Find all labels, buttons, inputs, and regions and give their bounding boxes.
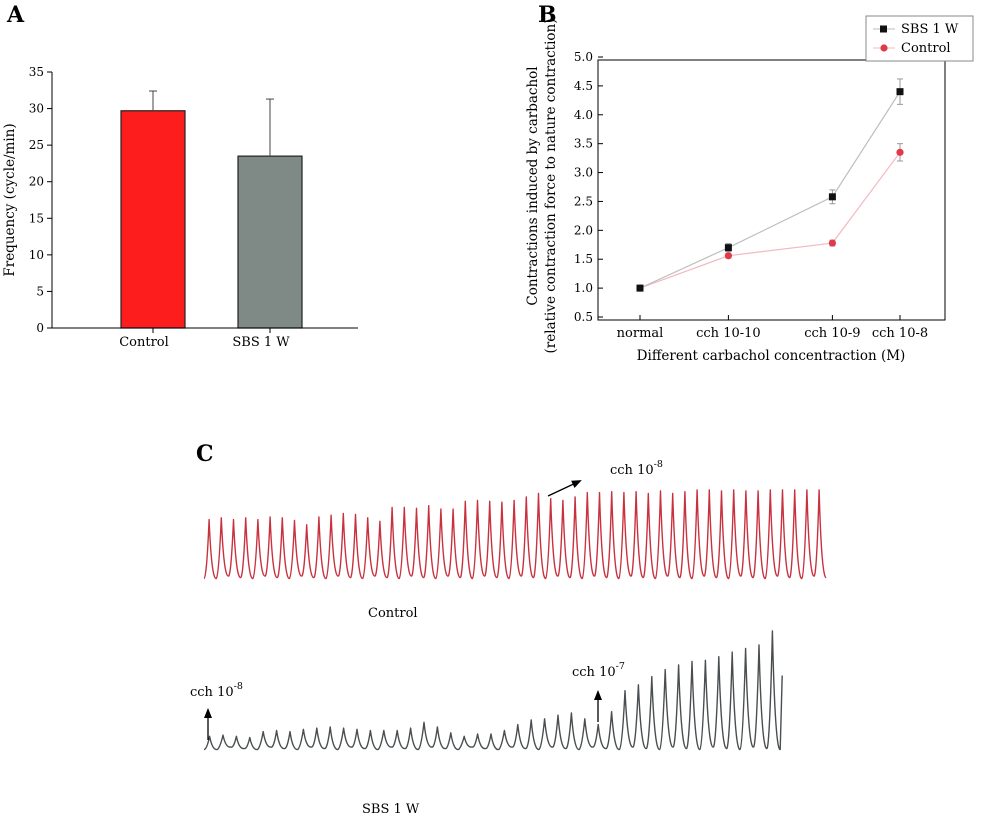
legend-circle-marker-icon bbox=[880, 44, 888, 52]
panel-b-y-tick-label: 4.0 bbox=[574, 108, 593, 122]
legend-label-sbs: SBS 1 W bbox=[901, 22, 959, 37]
panel-b-square-point bbox=[636, 284, 644, 292]
panel-b-y-ticks: 0.5 1.0 1.5 2.0 2.5 3.0 3.5 4.0 4.5 5.0 bbox=[574, 50, 603, 324]
panel-b-letter: B bbox=[538, 2, 557, 28]
control-trace-label: Control bbox=[368, 606, 418, 621]
sbs-right-annotation: cch 10-7 bbox=[572, 661, 625, 680]
panel-b-square-point bbox=[724, 244, 732, 252]
panel-a-y-axis-title: Frequency (cycle/min) bbox=[2, 123, 18, 276]
panel-b-y-axis-title-line1: Contractions induced by carbachol bbox=[525, 66, 541, 305]
panel-a-y-tick-label: 25 bbox=[29, 138, 44, 152]
sbs-left-annotation: cch 10-8 bbox=[190, 681, 243, 700]
panel-b-x-axis-title: Different carbachol concentraction (M) bbox=[637, 348, 906, 364]
panel-b-x-tick-label: normal bbox=[617, 326, 664, 341]
panel-b-y-tick-label: 3.5 bbox=[574, 137, 593, 151]
panel-b-square-point bbox=[828, 193, 836, 201]
control-trace bbox=[203, 489, 827, 580]
panel-b-y-tick-label: 1.0 bbox=[574, 281, 593, 295]
panel-b-y-tick-label: 3.0 bbox=[574, 166, 593, 180]
panel-a-y-tick-label: 20 bbox=[29, 175, 44, 189]
panel-b-circle-point bbox=[896, 148, 904, 156]
panel-b-y-tick-label: 1.5 bbox=[574, 252, 593, 266]
panel-c-traces: C cch 10-8 Control cch 10-8 cch 10-7 SBS… bbox=[190, 441, 827, 817]
panel-a-y-tick-label: 30 bbox=[29, 102, 44, 116]
panel-b-circle-point bbox=[724, 252, 733, 260]
panel-b-square-point bbox=[896, 88, 904, 96]
panel-c-letter: C bbox=[196, 441, 214, 467]
panel-b-series-line bbox=[639, 151, 901, 289]
panel-b-x-tick-label: cch 10-9 bbox=[804, 326, 860, 341]
panel-b-x-ticks: normal cch 10-10 cch 10-9 cch 10-8 bbox=[617, 315, 928, 341]
panel-a-x-label: SBS 1 W bbox=[232, 335, 290, 350]
panel-b-y-tick-label: 2.5 bbox=[574, 194, 593, 208]
panel-a-y-ticks: 0 5 10 15 20 25 30 35 bbox=[29, 65, 52, 335]
panel-b-line-chart: B 0.5 1.0 1.5 2.0 2.5 3.0 3.5 4.0 4.5 5.0 normal c… bbox=[525, 2, 974, 364]
panel-b-x-tick-label: cch 10-8 bbox=[872, 326, 928, 341]
panel-b-y-tick-label: 0.5 bbox=[574, 310, 593, 324]
panel-a-y-tick-label: 0 bbox=[36, 321, 44, 335]
panel-a-error-bars bbox=[149, 90, 274, 157]
panel-b-circle-point bbox=[828, 239, 837, 247]
panel-a-letter: A bbox=[6, 2, 25, 28]
panel-b-plot-frame bbox=[597, 59, 946, 321]
control-annotation: cch 10-8 bbox=[610, 459, 663, 478]
legend-label-control: Control bbox=[901, 41, 951, 56]
sbs-trace-label: SBS 1 W bbox=[362, 802, 420, 817]
panel-a-y-tick-label: 15 bbox=[29, 211, 44, 225]
panel-a-bar bbox=[237, 155, 303, 329]
panel-b-legend: SBS 1 W Control bbox=[865, 15, 974, 62]
panel-a-y-tick-label: 5 bbox=[36, 284, 44, 298]
panel-a-y-tick-label: 10 bbox=[29, 248, 44, 262]
legend-frame bbox=[865, 15, 974, 62]
sbs-trace bbox=[203, 630, 783, 751]
panel-a-x-label: Control bbox=[119, 335, 169, 350]
panel-b-y-tick-label: 4.5 bbox=[574, 79, 593, 93]
panel-b-series-line bbox=[639, 91, 901, 289]
panel-a-bar-chart: A 0 5 10 15 20 25 30 35 Control SBS 1 W Frequenc… bbox=[2, 2, 358, 350]
panel-a-bar bbox=[120, 110, 186, 329]
panel-b-y-tick-label: 2.0 bbox=[574, 223, 593, 237]
panel-b-y-tick-label: 5.0 bbox=[574, 50, 593, 64]
panel-b-y-axis-title-line2: (relative contraction force to nature co… bbox=[543, 18, 559, 353]
panel-b-x-tick-label: cch 10-10 bbox=[696, 326, 761, 341]
panel-a-x-labels: Control SBS 1 W bbox=[119, 328, 290, 350]
legend-square-marker-icon bbox=[880, 25, 887, 33]
panel-a-y-tick-label: 35 bbox=[29, 65, 44, 79]
panel-b-series bbox=[636, 78, 904, 292]
panel-a-bars bbox=[120, 110, 303, 329]
control-arrow-icon bbox=[547, 480, 582, 497]
